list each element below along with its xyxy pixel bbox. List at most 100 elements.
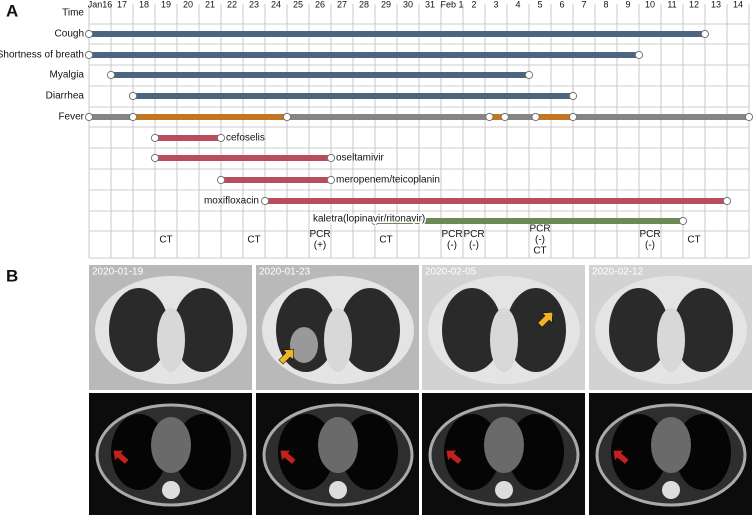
row-label: Fever: [58, 112, 84, 123]
date-label: 28: [359, 0, 369, 9]
endpoint: [531, 112, 540, 122]
event-label: CT: [247, 235, 260, 246]
image-date: 2020-01-23: [259, 267, 311, 278]
arrow: [612, 449, 630, 465]
endpoint: [568, 91, 578, 101]
endpoint: [678, 216, 688, 226]
date-label: 3: [493, 0, 498, 9]
date-label: 8: [603, 0, 608, 9]
row-label: Cough: [55, 29, 84, 40]
event-label: CT: [687, 235, 700, 246]
event-label: (-): [469, 240, 479, 251]
event-label: (-): [535, 235, 545, 246]
mediastinum: [657, 308, 685, 372]
endpoint: [568, 112, 578, 122]
row-label: Diarrhea: [46, 91, 85, 102]
endpoint: [500, 112, 509, 122]
endpoint: [106, 70, 116, 80]
date-label: 18: [139, 0, 149, 9]
endpoint: [700, 29, 710, 39]
lung: [673, 288, 733, 372]
event-label: CT: [533, 246, 546, 257]
date-label: 5: [537, 0, 542, 9]
event-label: PCR: [441, 229, 462, 240]
drug-label: cefoselis: [226, 133, 265, 144]
date-label: 17: [117, 0, 127, 9]
endpoint: [282, 112, 292, 122]
date-label: 23: [249, 0, 259, 9]
endpoint: [84, 50, 94, 60]
heart: [651, 417, 691, 473]
endpoint: [84, 29, 94, 39]
heart: [151, 417, 191, 473]
date-label: Jan16: [88, 0, 113, 9]
endpoint: [216, 175, 226, 185]
endpoint: [84, 112, 94, 122]
row-label: Time: [62, 8, 84, 19]
lung: [609, 288, 669, 372]
heart: [484, 417, 524, 473]
lung: [340, 288, 400, 372]
lung: [109, 288, 169, 372]
date-label: 4: [515, 0, 520, 9]
date-label: 11: [667, 0, 676, 9]
date-label: 10: [645, 0, 655, 9]
endpoint: [128, 91, 138, 101]
endpoint: [216, 133, 226, 143]
date-label: 14: [733, 0, 743, 9]
drug-label: oseltamivir: [336, 153, 384, 164]
date-label: 24: [271, 0, 281, 9]
image-date: 2020-02-12: [592, 267, 644, 278]
date-label: 13: [711, 0, 721, 9]
heart: [318, 417, 358, 473]
event-label: CT: [159, 235, 172, 246]
event-label: PCR: [639, 229, 660, 240]
drug-label: moxifloxacin: [204, 196, 259, 207]
image-date: 2020-01-19: [92, 267, 144, 278]
date-label: 25: [293, 0, 303, 9]
drug-label: kaletra(lopinavir/ritonavir): [313, 214, 425, 225]
drug-label: meropenem/teicoplanin: [336, 175, 440, 186]
endpoint: [524, 70, 534, 80]
image-date: 2020-02-05: [425, 267, 477, 278]
endpoint: [370, 216, 380, 226]
lung: [173, 288, 233, 372]
spine: [495, 481, 513, 499]
mediastinum: [324, 308, 352, 372]
endpoint: [744, 112, 754, 122]
arrow: [445, 449, 463, 465]
endpoint: [722, 196, 732, 206]
date-label: 21: [205, 0, 215, 9]
event-label: PCR: [463, 229, 484, 240]
endpoint: [634, 50, 644, 60]
arrow: [112, 449, 130, 465]
spine: [329, 481, 347, 499]
lung: [506, 288, 566, 372]
event-label: PCR: [309, 229, 330, 240]
row-label: Myalgia: [50, 70, 85, 81]
arrow: [279, 449, 297, 465]
date-label: 27: [337, 0, 347, 9]
date-label: 12: [689, 0, 699, 9]
date-label: 19: [161, 0, 171, 9]
date-label: 30: [403, 0, 413, 9]
event-label: PCR: [529, 224, 550, 235]
date-label: 31: [425, 0, 435, 9]
date-label: 2: [471, 0, 476, 9]
panel-label: B: [6, 266, 18, 285]
arrow: [278, 349, 294, 365]
spine: [662, 481, 680, 499]
mediastinum: [157, 308, 185, 372]
date-label: 6: [559, 0, 564, 9]
event-label: CT: [379, 235, 392, 246]
lung: [442, 288, 502, 372]
endpoint: [326, 153, 336, 163]
event-label: (+): [314, 240, 327, 251]
date-label: 20: [183, 0, 193, 9]
event-label: (-): [447, 240, 457, 251]
row-label: Shortness of breath: [0, 50, 84, 61]
date-label: 7: [581, 0, 586, 9]
endpoint: [150, 153, 160, 163]
date-label: 29: [381, 0, 391, 9]
